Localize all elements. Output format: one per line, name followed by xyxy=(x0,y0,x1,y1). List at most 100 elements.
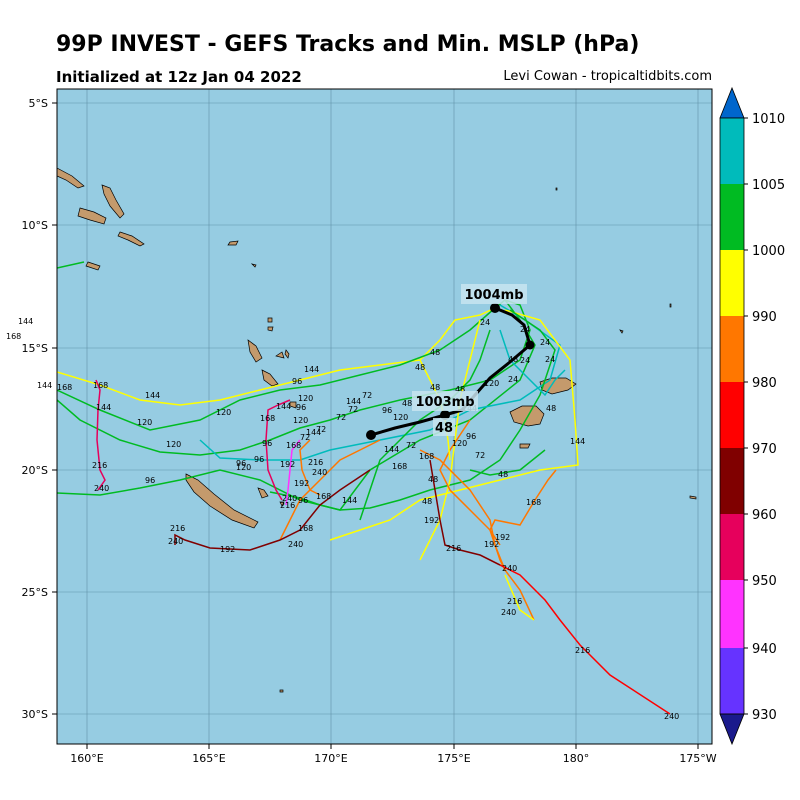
colorbar-tick-label: 980 xyxy=(752,376,777,391)
mean-track-point xyxy=(440,410,450,420)
ensemble-track xyxy=(469,449,546,476)
vanuatu-land xyxy=(267,326,274,332)
mean-track-start-point xyxy=(490,303,500,313)
track-hour-label: 168 xyxy=(316,492,331,501)
track-hour-label: 96 xyxy=(262,439,272,448)
ensemble-track xyxy=(279,439,381,541)
colorbar-segment xyxy=(720,316,744,382)
small-island-land xyxy=(669,303,672,308)
end-hour-label: 48 xyxy=(435,421,453,436)
track-hour-label: 72 xyxy=(348,405,358,414)
start-pressure-label: 1004mb xyxy=(464,288,523,303)
track-hour-label: 144 xyxy=(304,365,319,374)
new-caledonia-land xyxy=(185,473,259,529)
track-hour-label: 168 xyxy=(260,414,275,423)
track-hour-label: 168 xyxy=(6,332,21,341)
track-hour-label: 216 xyxy=(308,458,323,467)
track-hour-label: 96 xyxy=(298,496,308,505)
lat-tick-label: 20°S xyxy=(22,464,48,477)
small-island-land xyxy=(555,187,558,191)
ensemble-tracks xyxy=(57,261,671,715)
colorbar: 1010 1005 1000 990 980 970 960 950 940 9… xyxy=(719,86,785,746)
track-hour-label: 168 xyxy=(93,381,108,390)
chart-title: 99P INVEST - GEFS Tracks and Min. MSLP (… xyxy=(56,32,640,57)
track-hour-label: 216 xyxy=(575,646,590,655)
colorbar-segment xyxy=(720,118,744,184)
colorbar-bottom-extension xyxy=(719,713,745,746)
ensemble-track xyxy=(429,459,501,566)
track-hour-label: 120 xyxy=(137,418,152,427)
track-hour-label: 48 xyxy=(402,399,412,408)
ensemble-track xyxy=(285,439,301,506)
track-hour-label: 96 xyxy=(466,432,476,441)
new-caledonia-land xyxy=(257,487,269,499)
colorbar-tick-label: 1000 xyxy=(752,244,785,259)
track-hour-label: 216 xyxy=(170,524,185,533)
track-hour-label: 96 xyxy=(296,403,306,412)
lon-tick-label: 175°E xyxy=(437,752,470,765)
track-hour-label: 48 xyxy=(546,404,556,413)
track-hour-label: 48 xyxy=(415,363,425,372)
colorbar-tick-label: 960 xyxy=(752,508,777,523)
ensemble-track xyxy=(57,299,531,456)
track-hour-label: 240 xyxy=(502,564,517,573)
mean-track-end-point xyxy=(366,430,376,440)
track-hour-label: 168 xyxy=(57,383,72,392)
solomon-islands-land xyxy=(57,167,85,189)
lat-tick-label: 25°S xyxy=(22,586,48,599)
track-hour-label: 48 xyxy=(428,475,438,484)
solomon-islands-land xyxy=(101,184,125,219)
track-hour-label: 48 xyxy=(508,355,518,364)
solomon-islands-land xyxy=(117,231,145,247)
track-hour-label: 96 xyxy=(292,377,302,386)
colorbar-segment xyxy=(720,382,744,448)
ensemble-track xyxy=(95,379,106,491)
track-hour-label: 120 xyxy=(393,413,408,422)
lon-tick-label: 165°E xyxy=(192,752,225,765)
ensemble-track xyxy=(359,329,491,521)
lon-tick-label: 170°E xyxy=(314,752,347,765)
track-hour-label: 240 xyxy=(168,537,183,546)
colorbar-top-extension xyxy=(719,86,745,119)
track-hour-label: 192 xyxy=(35,270,50,279)
track-hour-label: 72 xyxy=(475,451,485,460)
track-hour-label: 120 xyxy=(216,408,231,417)
track-hour-label: 24 xyxy=(540,338,550,347)
track-hour-label: 240 xyxy=(664,712,679,721)
track-hour-label: 120 xyxy=(293,416,308,425)
colorbar-segment xyxy=(720,514,744,580)
track-hour-label: 144 xyxy=(37,381,52,390)
colorbar-tick-label: 930 xyxy=(752,708,777,723)
track-hour-label: 48 xyxy=(430,383,440,392)
vanuatu-land xyxy=(275,351,285,359)
track-hour-label: 144 xyxy=(306,428,321,437)
vanuatu-land xyxy=(289,401,297,409)
ensemble-track xyxy=(504,574,535,621)
track-hour-label: 192 xyxy=(294,479,309,488)
track-hour-label: 240 xyxy=(288,540,303,549)
ensemble-track xyxy=(269,309,556,511)
ensemble-track xyxy=(265,399,291,501)
colorbar-tick-label: 1010 xyxy=(752,112,785,127)
track-hour-label: 192 xyxy=(280,460,295,469)
track-hour-label: 96 xyxy=(236,459,246,468)
track-hour-label: 168 xyxy=(526,498,541,507)
small-island-land xyxy=(689,495,697,500)
colorbar-tick-label: 970 xyxy=(752,442,777,457)
track-hour-label: 96 xyxy=(145,476,155,485)
track-hour-label: 240 xyxy=(501,608,516,617)
track-hour-label: 120 xyxy=(452,439,467,448)
track-hour-label: 216 xyxy=(507,597,522,606)
track-hour-label: 144 xyxy=(276,402,291,411)
ensemble-track xyxy=(57,261,85,269)
fiji-land xyxy=(519,443,531,449)
pressure-labels: 1004mb 1003mb 48 xyxy=(412,284,527,436)
ocean-background xyxy=(57,89,712,744)
track-hour-label: 120 xyxy=(166,440,181,449)
lon-tick-label: 160°E xyxy=(70,752,103,765)
solomon-islands-land xyxy=(77,207,107,225)
ensemble-track xyxy=(57,307,496,406)
start-pressure-label-bg xyxy=(461,284,527,304)
track-hour-label: 144 xyxy=(342,496,357,505)
